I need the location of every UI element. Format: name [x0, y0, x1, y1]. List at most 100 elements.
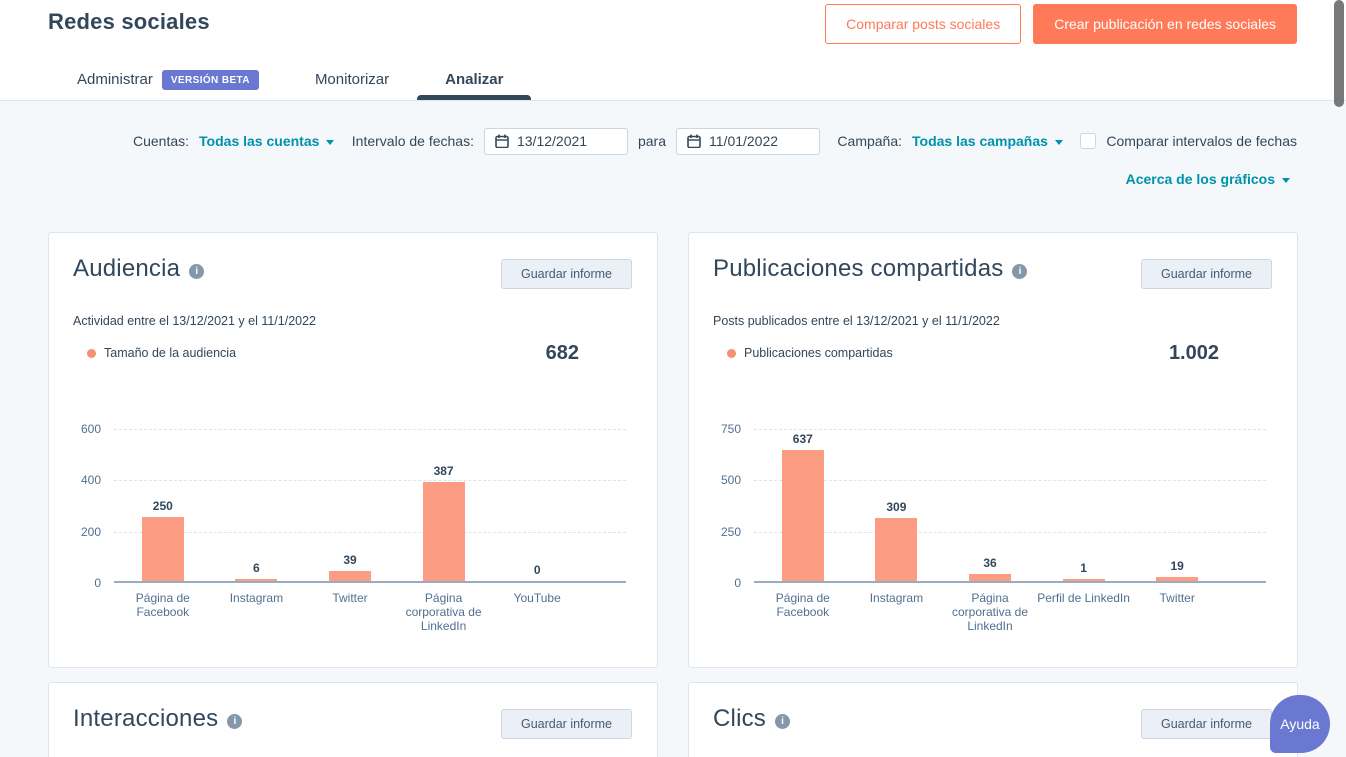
gridline — [754, 429, 1266, 430]
date-end-input[interactable]: 11/01/2022 — [676, 127, 821, 155]
calendar-icon — [495, 134, 509, 148]
compare-posts-button[interactable]: Comparar posts sociales — [825, 4, 1022, 44]
info-icon[interactable]: i — [189, 263, 205, 279]
campaign-label: Campaña: — [837, 133, 903, 149]
card-publicaciones: Publicaciones compartidas i Guardar info… — [688, 232, 1298, 668]
beta-badge: VERSIÓN BETA — [161, 69, 259, 90]
save-report-button[interactable]: Guardar informe — [1140, 259, 1272, 289]
card-title-row: Interacciones i — [73, 705, 243, 733]
card-title: Clics — [713, 705, 766, 732]
date-range-label: Intervalo de fechas: — [351, 133, 474, 149]
tab-administrar[interactable]: Administrar VERSIÓN BETA — [49, 59, 287, 100]
calendar-icon — [687, 134, 701, 148]
compare-dates-label: Comparar intervalos de fechas — [1106, 133, 1297, 149]
chart-legend: Publicaciones compartidas — [727, 346, 893, 360]
card-subtitle: Actividad entre el 13/12/2021 y el 11/1/… — [73, 314, 316, 328]
bar-value-label: 0 — [533, 563, 541, 577]
bar-value-label: 39 — [343, 552, 357, 567]
chart-legend: Tamaño de la audiencia — [87, 346, 236, 360]
gridline — [114, 531, 626, 533]
tab-label: Administrar — [77, 71, 153, 88]
card-title: Interacciones — [73, 705, 219, 732]
compare-dates-checkbox[interactable] — [1080, 133, 1097, 149]
about-charts-link[interactable]: Acerca de los gráficos — [1126, 171, 1290, 187]
save-report-button[interactable]: Guardar informe — [500, 259, 632, 289]
bar — [969, 573, 1011, 581]
bar-chart-publicaciones: 0 250 500 750 637 Página de Facebook 309 Instag… — [713, 419, 1275, 663]
tab-label: Analizar — [445, 71, 504, 88]
gridline — [114, 429, 626, 430]
tab-monitorizar[interactable]: Monitorizar — [287, 59, 417, 100]
card-title-row: Clics i — [713, 705, 790, 733]
date-connector: para — [637, 133, 667, 149]
bar-value-label: 36 — [983, 555, 997, 570]
x-axis-line — [114, 581, 626, 583]
y-axis-tick: 750 — [720, 422, 741, 436]
card-subtitle: Posts publicados entre el 13/12/2021 y e… — [713, 314, 1000, 328]
bar-value-label: 250 — [152, 498, 173, 513]
scrollbar-thumb[interactable] — [1334, 0, 1344, 107]
info-icon[interactable]: i — [227, 713, 243, 729]
bar-value-label: 19 — [1170, 559, 1184, 574]
accounts-dropdown[interactable]: Todas las cuentas — [199, 133, 335, 149]
y-axis-tick: 200 — [80, 524, 101, 539]
y-axis-tick: 0 — [94, 576, 101, 590]
info-icon[interactable]: i — [775, 713, 790, 729]
card-interacciones: Interacciones i Guardar informe — [48, 682, 658, 757]
category-label: Twitter — [1159, 591, 1195, 605]
header: Redes sociales Comparar posts sociales C… — [0, 0, 1346, 101]
info-icon[interactable]: i — [1012, 263, 1028, 279]
bar — [235, 579, 278, 581]
y-axis-tick: 400 — [80, 473, 101, 488]
category-label: Instagram — [869, 591, 924, 605]
chevron-down-icon — [326, 139, 335, 145]
save-report-button[interactable]: Guardar informe — [500, 709, 632, 739]
accounts-filter: Cuentas: Todas las cuentas — [133, 133, 335, 149]
chevron-down-icon — [1282, 177, 1290, 183]
bar — [1156, 577, 1199, 581]
card-title: Audiencia — [73, 255, 181, 282]
bar — [422, 481, 465, 581]
bar-value-label: 1 — [1080, 561, 1087, 575]
total-value: 682 — [545, 342, 579, 364]
bar — [329, 571, 371, 581]
gridline — [754, 480, 1266, 482]
bar-value-label: 387 — [433, 463, 454, 478]
bar — [141, 516, 184, 581]
accounts-label: Cuentas: — [133, 133, 190, 149]
category-label: Página de Facebook — [775, 591, 830, 619]
category-label: Perfil de LinkedIn — [1037, 591, 1130, 605]
card-audiencia: Audiencia i Guardar informe Actividad en… — [48, 232, 658, 668]
category-label: YouTube — [513, 591, 561, 605]
bar-value-label: 6 — [253, 561, 260, 575]
save-report-button[interactable]: Guardar informe — [1140, 709, 1272, 739]
category-label: Página de Facebook — [135, 591, 190, 619]
bar-value-label: 309 — [886, 499, 907, 514]
gridline — [754, 531, 1266, 533]
date-start-input[interactable]: 13/12/2021 — [483, 127, 628, 155]
y-axis-tick: 0 — [734, 576, 741, 590]
category-label: Twitter — [332, 591, 368, 605]
card-clics: Clics i Guardar informe — [688, 682, 1298, 757]
x-axis-line — [754, 581, 1266, 583]
bar-value-label: 637 — [792, 432, 813, 447]
y-axis-tick: 500 — [720, 473, 741, 488]
create-post-button[interactable]: Crear publicación en redes sociales — [1033, 4, 1297, 44]
campaign-dropdown[interactable]: Todas las campañas — [912, 133, 1063, 149]
tab-analizar[interactable]: Analizar — [417, 59, 532, 100]
tab-label: Monitorizar — [314, 71, 390, 88]
total-value: 1.002 — [1168, 342, 1219, 364]
chevron-down-icon — [1054, 139, 1063, 145]
campaign-filter: Campaña: Todas las campañas — [837, 133, 1063, 149]
help-button[interactable]: Ayuda — [1270, 695, 1330, 753]
y-axis-tick: 250 — [720, 524, 741, 539]
legend-dot-icon — [727, 348, 736, 358]
legend-dot-icon — [87, 348, 96, 358]
content-area: Cuentas: Todas las cuentas Intervalo de … — [0, 101, 1346, 757]
gridline — [114, 480, 626, 482]
category-label: Instagram — [229, 591, 284, 605]
tab-bar: Administrar VERSIÓN BETA Monitorizar Ana… — [49, 59, 532, 100]
card-title-row: Publicaciones compartidas i — [713, 255, 1028, 283]
bar — [781, 450, 824, 581]
